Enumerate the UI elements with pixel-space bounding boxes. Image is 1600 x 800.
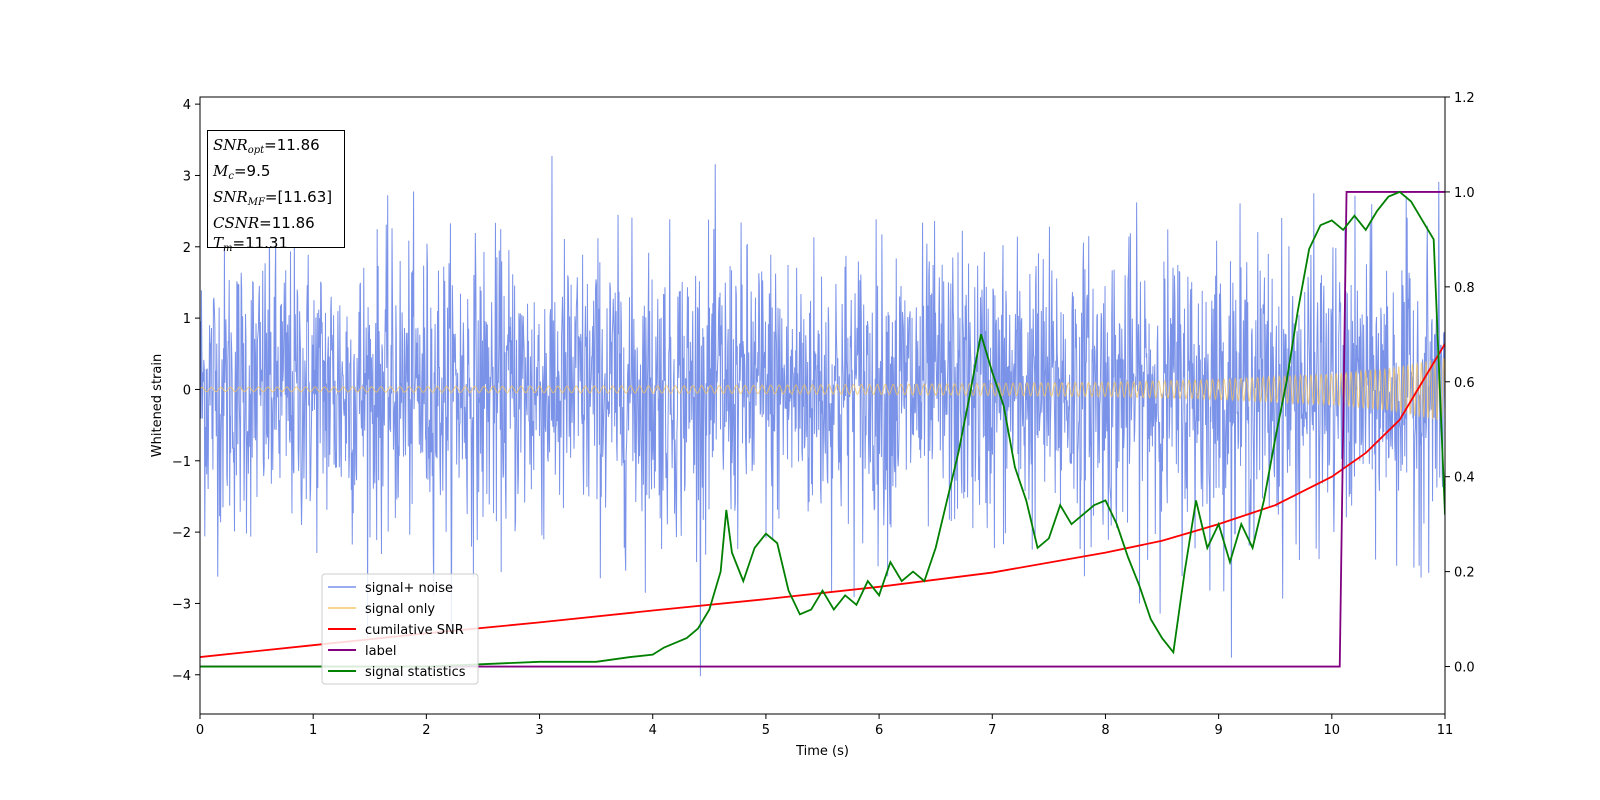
y-right-tick-label: 0.0 [1454,661,1475,676]
x-tick-label: 10 [1324,723,1341,738]
series-signal-noise [200,155,1445,677]
x-tick-label: 8 [1101,723,1109,738]
series-signal-only [200,358,1445,421]
y-axis-title: Whitened strain [150,354,165,457]
y-left-tick-label: −1 [172,455,191,470]
annotation-box: SNRopt=11.86 Mc=9.5 SNRMF=[11.63] CSNR=1… [207,130,345,254]
x-tick-label: 4 [649,723,657,738]
series-cumulative-snr [200,343,1445,658]
y-left-tick-label: 3 [183,169,191,184]
x-tick-label: 5 [762,723,770,738]
y-right-tick-label: 0.6 [1454,376,1475,391]
legend: signal+ noise signal only cumilative SNR la… [321,573,479,685]
x-tick-label: 7 [988,723,996,738]
plot-area [200,155,1445,677]
legend-label: signal statistics [365,665,466,680]
legend-label: signal only [365,602,435,617]
y-left-tick-label: −4 [172,669,191,684]
plot-frame [199,96,1446,715]
x-axis-title: Time (s) [795,744,849,759]
y-left-tick-label: 4 [183,98,191,113]
y-left-tick-label: 1 [183,312,191,327]
y-right-tick-label: 1.2 [1454,91,1475,106]
annotation-line-tm: Tm=11.31 [213,234,289,254]
y-right-tick-label: 0.8 [1454,281,1475,296]
axes: 0 1 2 3 4 5 6 7 8 9 10 11 −4 −3 −2 −1 0 1 2 3 4 0.0 0.2 0.4 0.6 0… [150,91,1475,759]
legend-label: signal+ noise [365,581,453,596]
y-right-tick-label: 1.0 [1454,186,1475,201]
y-left-tick-label: −2 [172,526,191,541]
series-signal-statistics [200,190,1445,668]
y-left-tick-label: 2 [183,241,191,256]
x-tick-label: 9 [1214,723,1222,738]
y-left-tick-label: −3 [172,597,191,612]
x-tick-label: 0 [196,723,204,738]
y-left-tick-label: 0 [183,383,191,398]
x-tick-label: 11 [1437,723,1454,738]
y-right-tick-label: 0.4 [1454,471,1475,486]
annotation-line-snr-opt: SNRopt=11.86 [213,136,320,156]
annotation-line-mc: Mc=9.5 [213,162,271,182]
x-tick-label: 6 [875,723,883,738]
x-tick-label: 2 [422,723,430,738]
x-tick-label: 1 [309,723,317,738]
series-label [200,191,1445,668]
y-right-tick-label: 0.2 [1454,566,1475,581]
annotation-line-snr-mf: SNRMF=[11.63] [213,188,333,208]
annotation-line-csnr: CSNR=11.86 [213,214,315,232]
legend-label: cumilative SNR [365,623,464,638]
legend-box [321,573,479,685]
x-tick-label: 3 [535,723,543,738]
legend-label: label [365,644,396,659]
